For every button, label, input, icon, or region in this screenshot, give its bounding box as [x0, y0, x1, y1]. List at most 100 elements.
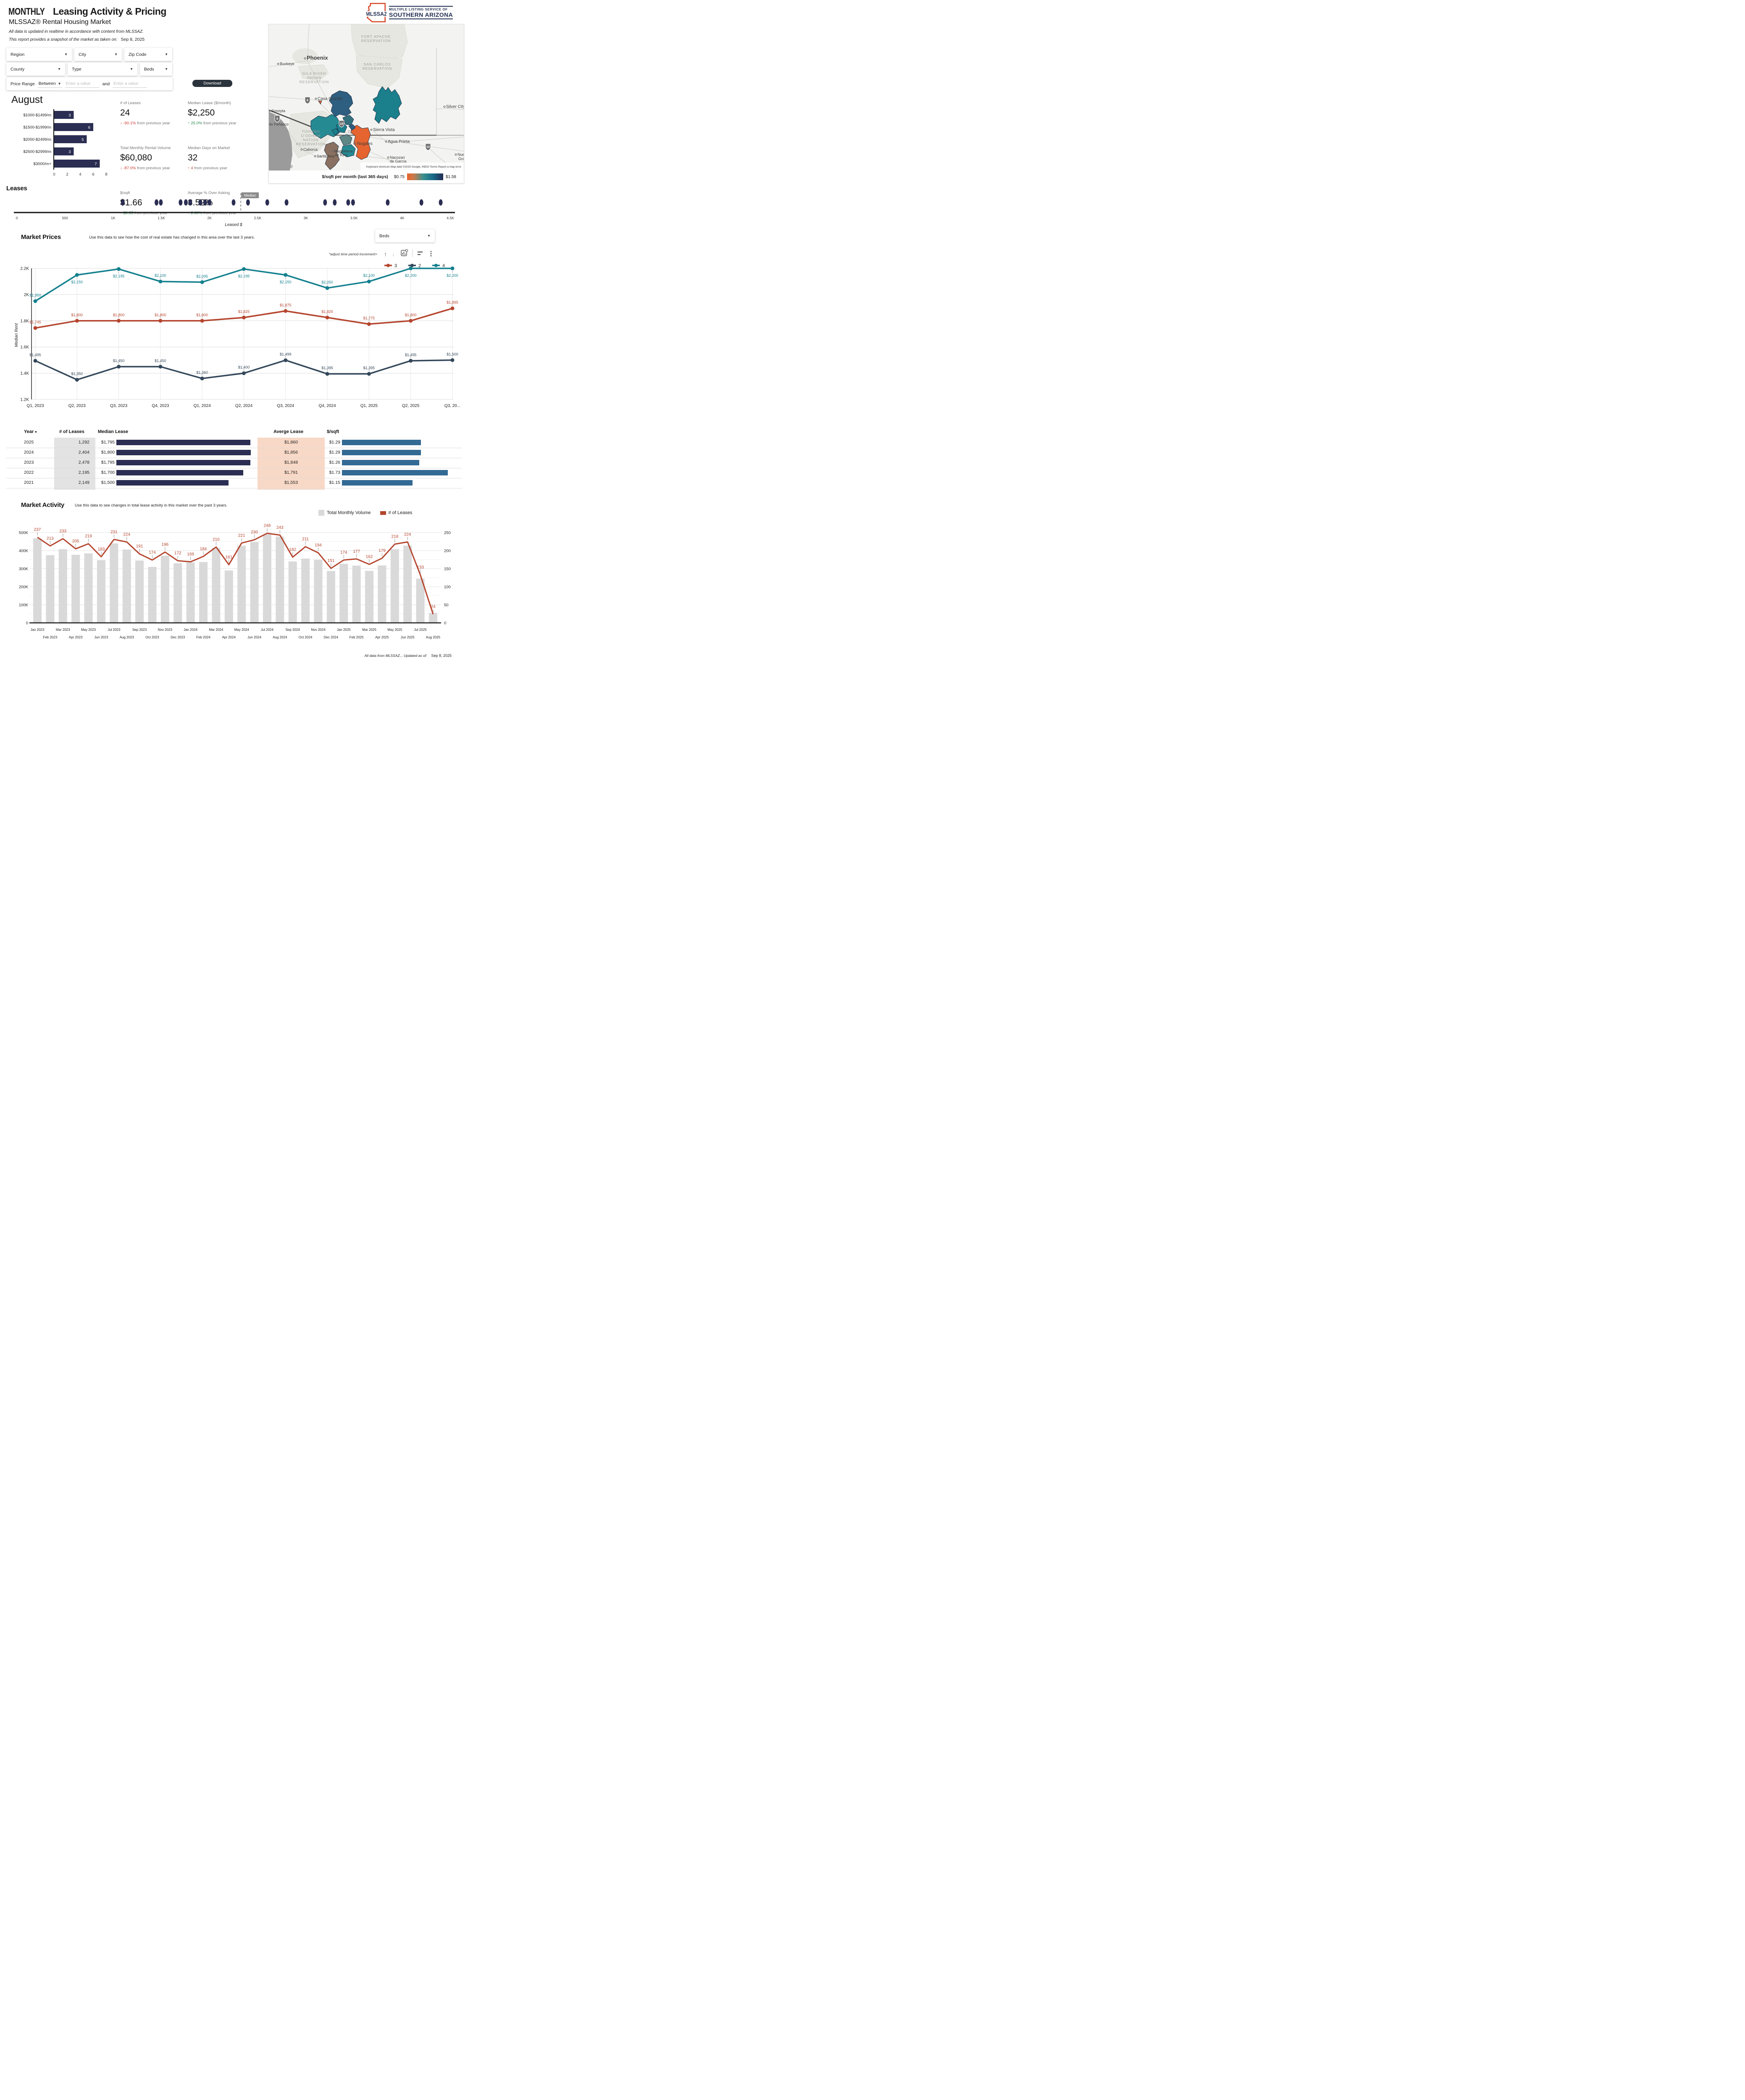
- svg-text:2K: 2K: [24, 293, 29, 297]
- market-prices-description: Use this data to see how the cost of rea…: [89, 235, 255, 240]
- svg-text:231: 231: [110, 530, 118, 534]
- realtime-note: All data is updated in realtime in accor…: [9, 29, 144, 34]
- dashboard-page: MONTHLY Leasing Activity & Pricing MLSSA…: [0, 0, 465, 665]
- svg-text:Jan 2023: Jan 2023: [31, 628, 45, 632]
- svg-text:Jan 2024: Jan 2024: [184, 628, 197, 632]
- svg-text:133: 133: [417, 565, 424, 570]
- table-header-4: $/sqft: [327, 429, 339, 434]
- svg-text:Apr 2024: Apr 2024: [222, 635, 236, 639]
- svg-text:500K: 500K: [19, 531, 29, 536]
- svg-text:$2,100: $2,100: [363, 273, 375, 278]
- svg-text:$2,200: $2,200: [447, 273, 458, 278]
- svg-text:Q2, 2024: Q2, 2024: [235, 404, 253, 408]
- activity-legend: Total Monthly Volume # of Leases: [318, 510, 412, 516]
- svg-text:RESERVATION: RESERVATION: [296, 142, 326, 146]
- market-prices-title: Market Prices: [21, 234, 61, 241]
- svg-text:179: 179: [378, 549, 386, 553]
- svg-text:205: 205: [72, 539, 79, 544]
- svg-text:1.2K: 1.2K: [20, 398, 29, 402]
- download-button[interactable]: Download: [192, 80, 232, 87]
- page-subtitle: MLSSAZ® Rental Housing Market: [9, 18, 111, 26]
- svg-text:1.4K: 1.4K: [20, 371, 29, 376]
- table-header-0[interactable]: Year ▾: [24, 429, 37, 434]
- sqft-bar: [342, 450, 421, 455]
- svg-text:219: 219: [85, 534, 92, 539]
- and-label: and: [102, 81, 110, 87]
- svg-text:Jul 2025: Jul 2025: [414, 628, 427, 632]
- volume-legend-label: Total Monthly Volume: [327, 510, 371, 515]
- svg-text:$1,450: $1,450: [155, 359, 166, 363]
- yearly-summary-table: Year ▾ # of Leases Median Lease Averge Leas…: [6, 427, 462, 491]
- map-attribution[interactable]: Keyboard shortcuts Map data ©2025 Google…: [366, 165, 462, 168]
- svg-text:4: 4: [442, 263, 445, 268]
- legend-title: $/sqft per month (last 365 days): [322, 174, 388, 179]
- svg-text:Q1, 2024: Q1, 2024: [194, 404, 211, 408]
- svg-text:Q3, 2023: Q3, 2023: [110, 404, 128, 408]
- market-activity-description: Use this data to see changes in total le…: [75, 503, 228, 508]
- price-max-input[interactable]: [113, 80, 147, 88]
- svg-text:$2,195: $2,195: [238, 274, 250, 278]
- prices-beds-dropdown[interactable]: Beds ▼: [375, 229, 435, 242]
- city-dropdown[interactable]: City ▼: [74, 48, 122, 61]
- svg-text:6: 6: [88, 126, 90, 130]
- beds-dropdown[interactable]: Beds ▼: [140, 63, 172, 76]
- svg-text:2K: 2K: [207, 216, 212, 220]
- stat-card: Total Monthly Rental Volume $60,080 ↓ -87.…: [120, 146, 171, 171]
- svg-text:210: 210: [213, 537, 220, 542]
- svg-text:Feb 2025: Feb 2025: [350, 635, 364, 639]
- price-min-input[interactable]: [65, 80, 100, 88]
- leases-column-bg: [54, 438, 95, 490]
- price-range-label: Price Range: [11, 81, 35, 87]
- svg-text:2.5K: 2.5K: [254, 216, 262, 220]
- svg-text:3: 3: [394, 263, 397, 268]
- svg-text:4.5K: 4.5K: [447, 216, 454, 220]
- volume-swatch-icon: [318, 510, 324, 516]
- svg-text:4: 4: [79, 172, 81, 177]
- svg-text:174: 174: [149, 550, 156, 555]
- svg-text:$2,195: $2,195: [113, 274, 125, 278]
- svg-text:8: 8: [307, 99, 308, 102]
- svg-text:Jun 2025: Jun 2025: [401, 635, 415, 639]
- svg-text:196: 196: [162, 542, 169, 547]
- region-dropdown[interactable]: Region ▼: [6, 48, 72, 61]
- svg-text:500: 500: [62, 216, 68, 220]
- svg-text:Mar 2025: Mar 2025: [362, 628, 376, 632]
- svg-text:172: 172: [174, 551, 181, 556]
- svg-text:Aug 2024: Aug 2024: [273, 635, 287, 639]
- svg-text:2.2K: 2.2K: [20, 267, 29, 271]
- svg-text:$2,150: $2,150: [71, 280, 83, 284]
- august-price-band-chart: $1000-$1499/m 3 $1500-$1999/m 6 $2000-$2499/…: [23, 109, 108, 177]
- zipcode-dropdown[interactable]: Zip Code ▼: [124, 48, 172, 61]
- svg-text:Nov 2023: Nov 2023: [158, 628, 173, 632]
- svg-text:150: 150: [444, 567, 451, 572]
- svg-text:174: 174: [340, 550, 347, 555]
- svg-text:Feb 2024: Feb 2024: [196, 635, 210, 639]
- svg-text:$1,895: $1,895: [447, 300, 458, 304]
- svg-text:$1,950: $1,950: [29, 293, 41, 297]
- svg-text:200K: 200K: [19, 585, 29, 590]
- svg-text:FORT APACHE: FORT APACHE: [361, 34, 391, 39]
- table-header-3: Averge Lease: [273, 429, 304, 434]
- price-operator-select[interactable]: Between ▼: [37, 80, 62, 88]
- svg-text:177: 177: [353, 549, 360, 554]
- svg-text:Q3, 2024: Q3, 2024: [277, 404, 294, 408]
- svg-text:$1,800: $1,800: [405, 313, 417, 317]
- mlssaz-logo: MLSSAZ MULTIPLE LISTING SERVICE OF SOUTH…: [366, 3, 453, 23]
- leases-title: Leases: [6, 185, 27, 192]
- map-color-legend: $/sqft per month (last 365 days) $0.75 $…: [269, 171, 464, 183]
- svg-text:$1,450: $1,450: [113, 359, 125, 363]
- sqft-bar: [342, 440, 421, 445]
- county-dropdown[interactable]: County ▼: [6, 63, 65, 76]
- svg-text:May 2024: May 2024: [234, 628, 250, 632]
- svg-text:TOHONO: TOHONO: [302, 129, 320, 134]
- type-dropdown[interactable]: Type ▼: [68, 63, 137, 76]
- svg-text:Mar 2023: Mar 2023: [56, 628, 70, 632]
- legend-max: $1.58: [445, 174, 456, 179]
- svg-text:0: 0: [26, 621, 28, 626]
- snapshot-note: This report provides a snapshot of the m…: [9, 37, 145, 42]
- svg-text:SAN CARLOS: SAN CARLOS: [364, 62, 391, 66]
- market-activity-combo-chart: 0 100K 200K 300K 400K 500K 0 50 100 150 200 250 237 2…: [19, 524, 451, 639]
- svg-text:$2,200: $2,200: [405, 273, 417, 278]
- svg-text:0: 0: [53, 172, 55, 177]
